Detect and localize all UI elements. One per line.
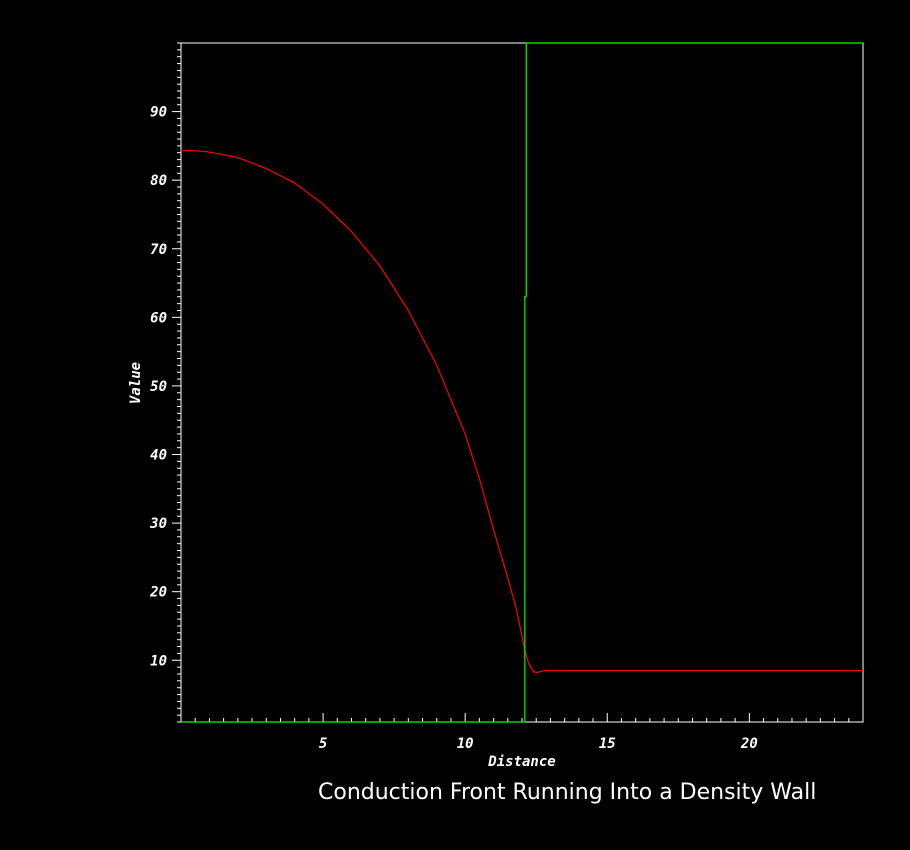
minor-ticks bbox=[172, 42, 864, 723]
chart-title: Conduction Front Running Into a Density … bbox=[318, 780, 817, 805]
y-tick-label: 10 bbox=[150, 653, 167, 669]
y-tick-label: 60 bbox=[150, 310, 167, 326]
plot-frame bbox=[180, 42, 864, 723]
y-tick-label: 80 bbox=[150, 173, 167, 189]
y-tick-label: 20 bbox=[149, 585, 167, 601]
x-tick-label: 15 bbox=[599, 736, 616, 752]
x-tick-label: 10 bbox=[457, 736, 474, 752]
y-tick-label: 30 bbox=[149, 516, 167, 532]
y-tick-label: 50 bbox=[150, 379, 167, 395]
x-tick-label: 5 bbox=[319, 736, 327, 752]
series-layer bbox=[181, 42, 863, 723]
y-axis-title: Value bbox=[128, 362, 144, 404]
y-tick-labels: 10 20 30 40 50 60 70 80 90 bbox=[149, 105, 167, 670]
series-line-green bbox=[181, 42, 863, 723]
x-axis-title: Distance bbox=[487, 754, 555, 770]
x-tick-label: 20 bbox=[740, 736, 758, 752]
y-tick-label: 90 bbox=[150, 105, 167, 121]
y-tick-label: 40 bbox=[150, 448, 167, 464]
series-line-red bbox=[181, 150, 863, 674]
x-tick-labels: 5 10 15 20 bbox=[319, 736, 758, 752]
y-tick-label: 70 bbox=[150, 242, 167, 258]
